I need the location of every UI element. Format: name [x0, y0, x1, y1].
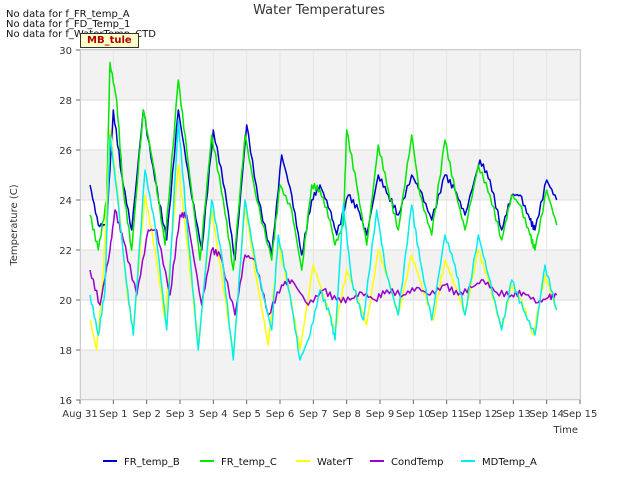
x-axis: Aug 31 Sep 1 Sep 2 Sep 3 Sep 4 Sep 5 Sep 6 Sep …: [62, 400, 597, 420]
plot-frame: [80, 49, 581, 400]
x-tick-label: Sep 13: [496, 409, 531, 420]
x-tick-label: Sep 6: [266, 409, 294, 420]
legend-label: FR_temp_C: [221, 457, 277, 468]
x-tick-label: Sep 2: [132, 409, 160, 420]
no-data-message-2: No data for f_FD_Temp_1: [6, 19, 131, 30]
y-tick-label: 26: [59, 146, 72, 157]
plot-band: [80, 300, 580, 350]
series-line-mdtemp-a: [89, 119, 558, 361]
legend-label: WaterT: [317, 457, 354, 468]
y-tick-label: 20: [59, 296, 72, 307]
series-lines: [89, 61, 558, 361]
legend-label: FR_temp_B: [124, 457, 180, 468]
x-tick-label: Sep 12: [463, 409, 498, 420]
x-tick-label: Sep 5: [232, 409, 260, 420]
y-tick-label: 24: [59, 196, 72, 207]
series-line-fr-temp-c: [89, 61, 558, 271]
y-axis-title: Temperature (C): [9, 184, 20, 266]
series-line-watert: [89, 129, 558, 356]
x-tick-label: Sep 9: [366, 409, 394, 420]
legend: FR_temp_B FR_temp_C WaterT CondTemp MDTemp_A: [103, 457, 537, 468]
x-tick-label: Sep 4: [199, 409, 227, 420]
x-tick-label: Sep 10: [396, 409, 431, 420]
y-tick-label: 18: [59, 346, 72, 357]
plot-band: [80, 100, 580, 150]
plot-band: [80, 150, 580, 200]
no-data-message-1: No data for f_FR_temp_A: [6, 9, 130, 20]
x-tick-label: Sep 8: [332, 409, 360, 420]
plot-band: [80, 50, 580, 100]
x-tick-label: Sep 3: [166, 409, 194, 420]
x-tick-label: Sep 11: [429, 409, 464, 420]
y-tick-label: 28: [59, 96, 72, 107]
plot-band: [80, 350, 580, 400]
y-tick-label: 30: [59, 46, 72, 57]
x-axis-title: Time: [553, 425, 578, 436]
legend-label: CondTemp: [391, 457, 443, 468]
series-line-fr-temp-b: [89, 109, 558, 261]
x-tick-label: Sep 1: [99, 409, 127, 420]
x-tick-label: Sep 15: [563, 409, 598, 420]
x-tick-label: Aug 31: [62, 409, 97, 420]
site-tooltip: MB_tule: [80, 33, 139, 48]
legend-label: MDTemp_A: [482, 457, 537, 468]
y-tick-label: 22: [59, 246, 72, 257]
series-line-condtemp: [89, 209, 558, 316]
x-tick-label: Sep 7: [299, 409, 327, 420]
y-tick-label: 16: [59, 396, 72, 407]
y-axis: 16 18 20 22 24 26 28 30: [59, 46, 80, 407]
chart-title: Water Temperatures: [253, 3, 385, 18]
x-tick-label: Sep 14: [529, 409, 564, 420]
